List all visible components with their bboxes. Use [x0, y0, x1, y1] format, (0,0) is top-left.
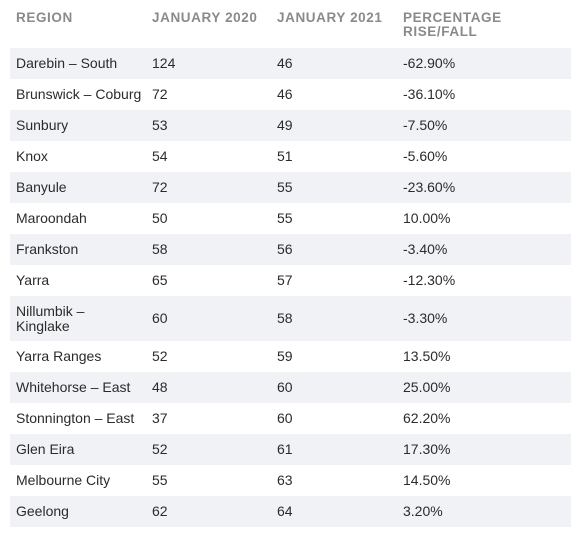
cell-region: Darebin – South [16, 55, 118, 71]
cell-jan-2020: 55 [152, 472, 168, 488]
cell-jan-2020: 72 [152, 86, 168, 102]
cell-jan-2021: 55 [277, 210, 293, 226]
table-row: Knox 54 51 -5.60% [10, 141, 571, 172]
cell-jan-2021: 56 [277, 241, 293, 257]
cell-jan-2020: 65 [152, 272, 168, 288]
cell-change: 14.50% [403, 472, 451, 488]
cell-jan-2021: 51 [277, 148, 293, 164]
table-row: Stonnington – East 37 60 62.20% [10, 403, 571, 434]
cell-change: -7.50% [403, 117, 448, 133]
cell-region: Maroondah [16, 210, 87, 226]
cell-region: Glen Eira [16, 441, 75, 457]
cell-region: Stonnington – East [16, 410, 135, 426]
cell-jan-2021: 46 [277, 86, 293, 102]
table-row: Nillumbik – Kinglake 60 58 -3.30% [10, 296, 571, 341]
table-row: Yarra Ranges 52 59 13.50% [10, 341, 571, 372]
table-row: Frankston 58 56 -3.40% [10, 234, 571, 265]
cell-jan-2020: 54 [152, 148, 168, 164]
cell-change: 25.00% [403, 379, 451, 395]
cell-change: 62.20% [403, 410, 451, 426]
cell-change: 3.20% [403, 503, 443, 519]
cell-jan-2020: 60 [152, 310, 168, 326]
header-january-2021: JANUARY 2021 [277, 10, 383, 25]
cell-region-line2: Kinglake [16, 317, 70, 334]
cell-jan-2021: 58 [277, 310, 293, 326]
cell-region: Whitehorse – East [16, 379, 131, 395]
cell-region: Geelong [16, 503, 69, 519]
cell-jan-2020: 124 [152, 55, 176, 71]
header-percentage-line1: PERCENTAGE [403, 10, 502, 25]
cell-jan-2021: 59 [277, 348, 293, 364]
cell-change: -23.60% [403, 179, 456, 195]
table-row: Glen Eira 52 61 17.30% [10, 434, 571, 465]
cell-jan-2021: 57 [277, 272, 293, 288]
cell-region: Nillumbik – Kinglake [10, 302, 146, 334]
cell-jan-2020: 37 [152, 410, 168, 426]
cell-change: -36.10% [403, 86, 456, 102]
cell-change: -12.30% [403, 272, 456, 288]
cell-region: Yarra [16, 272, 50, 288]
cell-region: Banyule [16, 179, 67, 195]
cell-change: 17.30% [403, 441, 451, 457]
cell-jan-2020: 50 [152, 210, 168, 226]
header-january-2020: JANUARY 2020 [152, 10, 258, 25]
data-table: REGION JANUARY 2020 JANUARY 2021 PERCENT… [10, 0, 571, 527]
cell-change: -3.30% [403, 310, 448, 326]
cell-jan-2021: 60 [277, 379, 293, 395]
cell-change: 13.50% [403, 348, 451, 364]
cell-jan-2020: 72 [152, 179, 168, 195]
cell-jan-2021: 63 [277, 472, 293, 488]
table-row: Banyule 72 55 -23.60% [10, 172, 571, 203]
table-row: Maroondah 50 55 10.00% [10, 203, 571, 234]
cell-change: -5.60% [403, 148, 448, 164]
cell-region: Melbourne City [16, 472, 111, 488]
cell-region: Brunswick – Coburg [16, 86, 142, 102]
table-row: Darebin – South 124 46 -62.90% [10, 48, 571, 79]
cell-jan-2021: 46 [277, 55, 293, 71]
cell-jan-2021: 60 [277, 410, 293, 426]
cell-jan-2020: 53 [152, 117, 168, 133]
table-row: Yarra 65 57 -12.30% [10, 265, 571, 296]
table-row: Brunswick – Coburg 72 46 -36.10% [10, 79, 571, 110]
table-row: Whitehorse – East 48 60 25.00% [10, 372, 571, 403]
cell-jan-2020: 52 [152, 348, 168, 364]
cell-jan-2021: 49 [277, 117, 293, 133]
cell-change: -3.40% [403, 241, 448, 257]
header-percentage-line2: RISE/FALL [403, 24, 478, 39]
cell-jan-2020: 48 [152, 379, 168, 395]
cell-jan-2021: 61 [277, 441, 293, 457]
table-header: REGION JANUARY 2020 JANUARY 2021 PERCENT… [10, 0, 571, 48]
cell-change: -62.90% [403, 55, 456, 71]
cell-jan-2020: 62 [152, 503, 168, 519]
table-row: Sunbury 53 49 -7.50% [10, 110, 571, 141]
cell-region: Sunbury [16, 117, 69, 133]
cell-region: Frankston [16, 241, 79, 257]
table-row: Melbourne City 55 63 14.50% [10, 465, 571, 496]
cell-region: Yarra Ranges [16, 348, 102, 364]
header-percentage-change: PERCENTAGE RISE/FALL [397, 11, 571, 39]
cell-jan-2020: 58 [152, 241, 168, 257]
table-row: Geelong 62 64 3.20% [10, 496, 571, 527]
cell-jan-2020: 52 [152, 441, 168, 457]
cell-region: Knox [16, 148, 48, 164]
header-region: REGION [16, 10, 73, 25]
cell-jan-2021: 55 [277, 179, 293, 195]
cell-region-line1: Nillumbik – [16, 302, 85, 319]
cell-jan-2021: 64 [277, 503, 293, 519]
cell-change: 10.00% [403, 210, 451, 226]
